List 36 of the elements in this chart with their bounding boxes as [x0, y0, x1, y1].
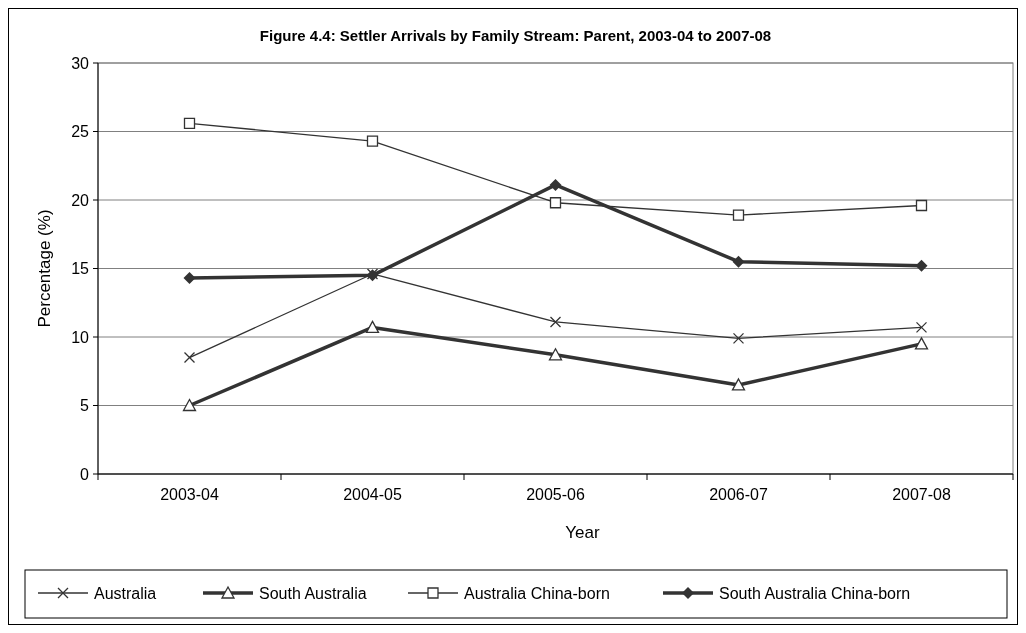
x-tick-label: 2003-04	[160, 486, 219, 503]
x-axis-title: Year	[565, 523, 601, 542]
point	[731, 378, 746, 391]
legend-label: South Australia	[259, 584, 367, 602]
y-tick-label: 5	[80, 397, 90, 415]
y-tick-label: 20	[71, 191, 90, 209]
legend-label: Australia	[94, 584, 157, 602]
legend-label: South Australia China-born	[719, 584, 911, 602]
y-tick-label: 30	[71, 54, 90, 72]
y-axis-title: Percentage (%)	[35, 209, 54, 328]
point	[914, 337, 929, 350]
y-tick-label: 25	[71, 123, 90, 141]
x-tick-label: 2004-05	[343, 486, 402, 503]
y-tick-label: 10	[71, 328, 90, 346]
chart-title: Figure 4.4: Settler Arrivals by Family Stream: Parent, 2003-04 to 2007-08	[259, 27, 772, 44]
point	[732, 255, 745, 268]
point	[183, 272, 196, 285]
point	[183, 117, 196, 129]
point	[732, 209, 745, 221]
point	[366, 135, 379, 147]
point	[915, 199, 928, 212]
point	[915, 321, 928, 334]
point	[548, 348, 563, 361]
y-tick-label: 0	[80, 465, 90, 483]
point	[549, 316, 562, 328]
point	[183, 351, 196, 364]
x-tick-label: 2006-07	[709, 486, 768, 503]
legend-label: Australia China-born	[464, 584, 610, 602]
point	[549, 178, 562, 191]
x-tick-label: 2005-06	[526, 486, 585, 503]
point	[365, 320, 380, 334]
x-tick-label: 2007-08	[892, 486, 951, 503]
y-tick-label: 15	[71, 260, 90, 278]
point	[182, 398, 197, 412]
point	[732, 332, 745, 345]
point	[549, 197, 562, 209]
